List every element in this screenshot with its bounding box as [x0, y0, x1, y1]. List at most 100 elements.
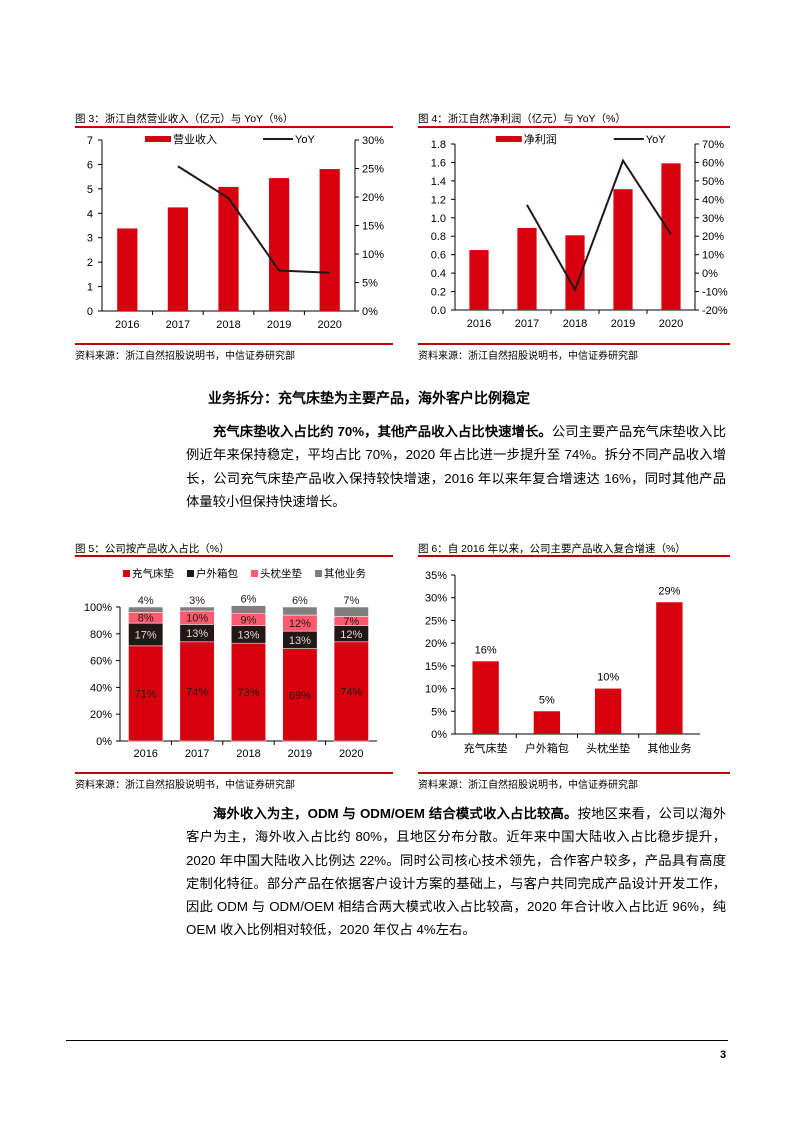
section-heading: 业务拆分：充气床垫为主要产品，海外客户比例稳定: [208, 390, 530, 406]
figure-4-title: 图 4：浙江自然净利润（亿元）与 YoY（%）: [418, 113, 626, 125]
data-label: 13%: [289, 635, 311, 647]
y-tick-label: 1.8: [431, 139, 446, 151]
y-tick-label: 30%: [425, 593, 447, 605]
stacked-bar-segment: [231, 642, 266, 742]
y-tick-label: 0.4: [431, 268, 446, 280]
y2-tick-label: -10%: [702, 287, 728, 299]
figure-6-chart: 0% 5% 10% 15% 20% 25% 30% 35% 16% 充气床垫 5% 户外箱包 10% 头枕…: [425, 570, 700, 755]
data-label: 74%: [340, 686, 362, 698]
x-tick-label: 2016: [115, 319, 139, 331]
stacked-bar-segment: [231, 605, 266, 614]
bar: [613, 189, 633, 310]
paragraph-2: 海外收入为主，ODM 与 ODM/OEM 结合模式收入占比较高。按地区来看，公司…: [186, 802, 726, 942]
figure-6-source: 资料来源：浙江自然招股说明书，中信证券研究部: [418, 780, 638, 791]
y-tick-label: 0%: [431, 729, 447, 741]
stacked-bar-segment: [128, 606, 164, 613]
data-label: 74%: [186, 686, 208, 698]
x-tick-label: 户外箱包: [525, 741, 569, 755]
y2-tick-label: 40%: [702, 194, 724, 206]
figure-5-chart: 0% 20% 40% 60% 80% 100% 2016 71% 17% 8% 4% 2017 74% 1…: [84, 567, 377, 760]
x-tick-label: 2019: [611, 318, 635, 330]
legend-swatch: [123, 570, 130, 577]
data-label: 7%: [343, 595, 359, 607]
legend-swatch-bar: [145, 136, 172, 142]
x-tick-label: 2020: [339, 748, 363, 760]
data-label: 73%: [237, 687, 259, 699]
x-tick-label: 2020: [317, 319, 341, 331]
divider: [75, 555, 393, 557]
data-label: 10%: [597, 672, 619, 684]
stacked-bar-segment: [128, 645, 164, 742]
divider: [418, 343, 730, 345]
paragraph-1-body: 公司主要产品充气床垫收入比例近年来保持稳定，平均占比 70%，2020 年占比进…: [186, 424, 727, 509]
divider: [418, 555, 730, 557]
x-tick-label: 其他业务: [647, 742, 691, 755]
x-tick-label: 头枕坐垫: [586, 741, 630, 755]
bar: [117, 228, 138, 311]
y-tick-label: 0.0: [431, 305, 446, 317]
x-tick-label: 2018: [236, 748, 260, 760]
x-tick-label: 2016: [467, 318, 491, 330]
y-tick-label: 10%: [425, 684, 447, 696]
divider: [418, 772, 730, 774]
x-tick-label: 2016: [133, 748, 157, 760]
bar: [565, 235, 585, 310]
legend-label: YoY: [646, 134, 666, 146]
figure-3-title: 图 3：浙江自然营业收入（亿元）与 YoY（%）: [75, 113, 294, 125]
y2-tick-label: 60%: [702, 157, 724, 169]
data-label: 4%: [138, 595, 154, 607]
y2-tick-label: 30%: [702, 213, 724, 225]
legend-label: 净利润: [524, 132, 557, 146]
y-tick-label: 5%: [431, 706, 447, 718]
legend-label: 头枕坐垫: [260, 567, 302, 580]
y2-tick-label: 30%: [362, 135, 384, 147]
figure-4-source: 资料来源：浙江自然招股说明书，中信证券研究部: [418, 351, 638, 362]
y2-tick-label: 50%: [702, 176, 724, 188]
bar: [469, 250, 489, 310]
y-tick-label: 0%: [96, 736, 112, 748]
x-tick-label: 2019: [267, 319, 291, 331]
page-number: 3: [720, 1049, 727, 1061]
bar: [218, 186, 239, 311]
y-tick-label: 100%: [84, 602, 112, 614]
bar: [533, 711, 561, 734]
x-tick-label: 2017: [185, 748, 209, 760]
y-tick-label: 3: [87, 233, 93, 245]
bar: [167, 207, 189, 311]
legend-label: 户外箱包: [196, 567, 238, 580]
bar: [319, 169, 340, 311]
paragraph-2-lead: 海外收入为主，ODM 与 ODM/OEM 结合模式收入占比较高。: [213, 806, 578, 821]
legend-swatch-bar: [495, 136, 522, 142]
y-tick-label: 0.2: [431, 287, 446, 299]
data-label: 69%: [289, 690, 311, 702]
y-tick-label: 40%: [90, 682, 112, 694]
y-tick-label: 7: [87, 135, 93, 147]
paragraph-2-body: 按地区来看，公司以海外客户为主，海外收入占比约 80%，且地区分布分散。近年来中…: [186, 806, 727, 938]
footer-divider: [66, 1040, 728, 1041]
divider: [418, 126, 730, 128]
y-tick-label: 4: [87, 208, 93, 220]
stacked-bar-segment: [179, 641, 215, 742]
y-tick-label: 2: [87, 257, 93, 269]
stacked-bar-segment: [333, 641, 369, 742]
y2-tick-label: 20%: [702, 231, 724, 243]
paragraph-1: 充气床垫收入占比约 70%，其他产品收入占比快速增长。公司主要产品充气床垫收入比…: [186, 420, 726, 513]
data-label: 71%: [135, 688, 157, 700]
divider: [75, 343, 393, 345]
y-tick-label: 60%: [90, 656, 112, 668]
yoy-line: [177, 165, 330, 274]
y2-tick-label: 0%: [362, 306, 378, 318]
y-tick-label: 20%: [425, 638, 447, 650]
y-tick-label: 20%: [90, 709, 112, 721]
y-tick-label: 1.2: [431, 194, 446, 206]
figure-3-source: 资料来源：浙江自然招股说明书，中信证券研究部: [75, 351, 295, 362]
data-label: 8%: [138, 613, 154, 625]
data-label: 3%: [189, 595, 205, 607]
y2-tick-label: 5%: [362, 278, 378, 290]
y-tick-label: 1.6: [431, 157, 446, 169]
data-label: 16%: [475, 644, 497, 656]
figure-6-title: 图 6：自 2016 年以来，公司主要产品收入复合增速（%）: [418, 543, 686, 555]
y2-tick-label: 10%: [702, 250, 724, 262]
stacked-bar-segment: [333, 606, 369, 617]
legend-label: 其他业务: [324, 567, 366, 580]
